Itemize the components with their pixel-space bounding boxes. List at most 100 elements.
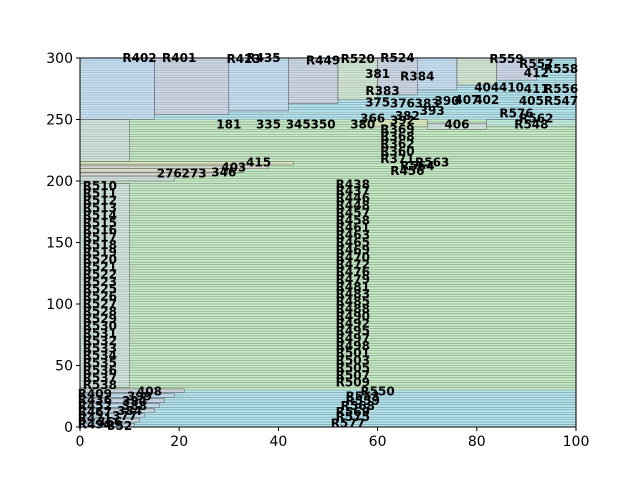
bar-label: R448 <box>336 199 370 213</box>
y-tick-label: 200 <box>46 174 73 190</box>
bar-label: 273 <box>182 167 207 181</box>
bar-label: R383 <box>365 84 399 98</box>
bar-label: R446 <box>336 191 370 205</box>
bar-label: 394 <box>122 394 147 408</box>
x-tick-label: 20 <box>170 434 188 450</box>
bar-label: R470 <box>336 250 370 264</box>
bar-label: R563 <box>415 156 449 170</box>
bar-label: 366 <box>97 415 122 429</box>
bar-label: 377 <box>112 409 137 423</box>
y-tick-label: 100 <box>46 297 73 313</box>
bar-label: R479 <box>336 272 370 286</box>
bar-label: 375 <box>365 95 390 109</box>
bar-label: R476 <box>336 265 370 279</box>
bar-label: R490 <box>336 309 370 323</box>
bar-label: R557 <box>519 57 553 71</box>
bar-label: 404 <box>474 81 499 95</box>
bar-segment-21 <box>417 57 458 91</box>
y-axis: 0 50 100 150 200 250 300 <box>46 51 80 436</box>
bar-label: 350 <box>311 117 336 131</box>
bar-label: 276 <box>157 167 182 181</box>
bar-segment-16 <box>154 57 230 115</box>
band-0 <box>80 390 576 427</box>
bar-label: R562 <box>519 111 553 125</box>
y-tick-label: 0 <box>64 420 73 436</box>
bar-label: R507 <box>336 368 370 382</box>
bar-label: R547 <box>544 94 578 108</box>
bar-label: R516 <box>83 223 117 237</box>
bar-label: R369 <box>380 122 414 136</box>
bar-label: 181 <box>216 117 241 131</box>
bar-label: R575 <box>336 410 370 424</box>
bar-label: R531 <box>83 327 117 341</box>
bar-label: R537 <box>83 371 117 385</box>
y-tick-label: 50 <box>55 359 73 375</box>
bar-label: R576 <box>499 106 533 120</box>
bar-label: R564 <box>400 159 434 173</box>
bar-label: R483 <box>336 287 370 301</box>
x-tick-label: 80 <box>468 434 486 450</box>
bar-label: 382 <box>395 109 420 123</box>
bar-label: R452 <box>78 399 112 413</box>
y-tick-label: 150 <box>46 236 73 252</box>
bar-segment-15 <box>79 57 155 120</box>
x-tick-label: 100 <box>563 434 590 450</box>
bar-segment-18 <box>288 57 339 104</box>
bar-label: R520 <box>83 253 117 267</box>
bar-label: R520 <box>341 52 375 66</box>
bar-label: R559 <box>489 52 523 66</box>
bar-label: R522 <box>83 267 117 281</box>
bar-label: R485 <box>336 295 370 309</box>
bar-label: 402 <box>474 93 499 107</box>
bar-label: R515 <box>83 216 117 230</box>
band-layer <box>80 58 576 427</box>
bar-label: R534 <box>83 349 117 363</box>
bar-label: R423 <box>227 52 261 66</box>
bar-label: R526 <box>83 290 117 304</box>
bar-label: R556 <box>544 82 578 96</box>
bar-label: 384 <box>117 404 142 418</box>
x-axis: 0 20 40 60 80 100 <box>76 427 590 450</box>
bar-label: 393 <box>420 104 445 118</box>
bar-label: R461 <box>336 221 370 235</box>
bar-label: 345 <box>286 117 311 131</box>
bar-label: 388 <box>122 399 147 413</box>
bar-label: 408 <box>137 384 162 398</box>
bar-label: R559 <box>346 394 380 408</box>
bar-label: 415 <box>246 156 271 170</box>
bar-label: R467 <box>78 405 112 419</box>
bar-label: R577 <box>331 416 365 430</box>
segment-layer <box>79 57 577 428</box>
bar-label: R409 <box>78 387 112 401</box>
bar-label: R498 <box>336 339 370 353</box>
band-3 <box>80 58 576 120</box>
bar-label: R523 <box>83 275 117 289</box>
bar-label: R530 <box>83 319 117 333</box>
bar-label: R521 <box>83 260 117 274</box>
bar-label: R527 <box>83 297 117 311</box>
bar-label: R532 <box>83 334 117 348</box>
bar-label: R472 <box>336 258 370 272</box>
bar-label: R481 <box>336 280 370 294</box>
bar-label-layer: R550R553R559R568R569R575R577408399394388… <box>78 51 579 433</box>
bar-label: R538 <box>83 378 117 392</box>
bar-label: 390 <box>435 94 460 108</box>
bar-label: R535 <box>83 356 117 370</box>
band-2 <box>80 119 576 181</box>
bar-label: R457 <box>336 206 370 220</box>
bar-label: R533 <box>83 341 117 355</box>
bar-label: R511 <box>83 186 117 200</box>
bar-label: R469 <box>336 243 370 257</box>
bar-label: R492 <box>336 317 370 331</box>
bar-label: R513 <box>83 201 117 215</box>
bar-segment-17 <box>228 57 289 112</box>
bar-segment-8 <box>79 183 130 388</box>
bar-label: 346 <box>211 165 236 179</box>
bar-label: R568 <box>341 399 375 413</box>
bar-label: 411 <box>524 82 549 96</box>
bar-label: R509 <box>336 376 370 390</box>
bar-label: 383 <box>415 97 440 111</box>
y-tick-label: 250 <box>46 113 73 129</box>
bar-label: R384 <box>400 69 434 83</box>
bar-label: R536 <box>83 363 117 377</box>
